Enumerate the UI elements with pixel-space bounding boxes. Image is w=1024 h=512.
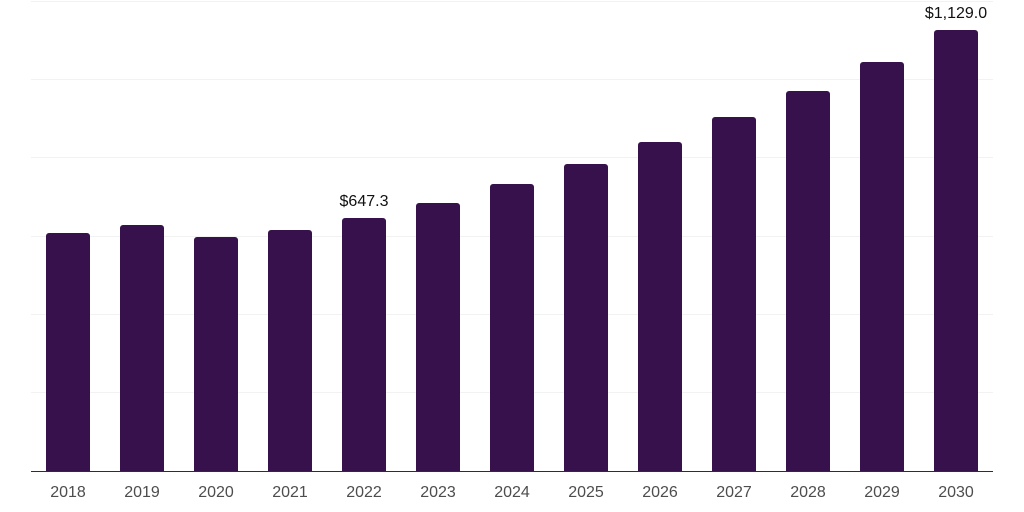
bar-value-label-2022: $647.3 (339, 193, 389, 211)
x-tick-label-2026: 2026 (642, 484, 678, 501)
bar-2028 (786, 90, 830, 471)
x-tick-label-2019: 2019 (124, 484, 160, 501)
x-tick-label-2028: 2028 (790, 484, 826, 501)
bar-2027 (712, 116, 756, 471)
x-tick-label-2024: 2024 (494, 484, 530, 501)
bar-2029 (860, 61, 904, 471)
x-tick-label-2029: 2029 (864, 484, 900, 501)
x-tick-label-2020: 2020 (198, 484, 234, 501)
bar-2020 (194, 237, 238, 471)
x-tick-label-2023: 2023 (420, 484, 456, 501)
bar-2025 (564, 163, 608, 471)
bar-2024 (490, 183, 534, 471)
x-tick-label-2018: 2018 (50, 484, 86, 501)
x-tick-label-2022: 2022 (346, 484, 382, 501)
gridline (31, 79, 993, 81)
plot-area: $647.3 $1,129.0 (31, 1, 993, 472)
gridline (31, 157, 993, 159)
x-tick-label-2030: 2030 (938, 484, 974, 501)
gridline (31, 1, 993, 2)
x-tick-label-2021: 2021 (272, 484, 308, 501)
bar-2026 (638, 142, 682, 471)
x-tick-label-2025: 2025 (568, 484, 604, 501)
bar-2018 (46, 233, 90, 471)
bar-2019 (120, 224, 164, 471)
bar-2021 (268, 229, 312, 471)
bar-2022 (342, 218, 386, 471)
x-tick-label-2027: 2027 (716, 484, 752, 501)
bar-value-label-2030: $1,129.0 (924, 4, 988, 22)
bar-2030 (934, 29, 978, 471)
bar-2023 (416, 203, 460, 471)
